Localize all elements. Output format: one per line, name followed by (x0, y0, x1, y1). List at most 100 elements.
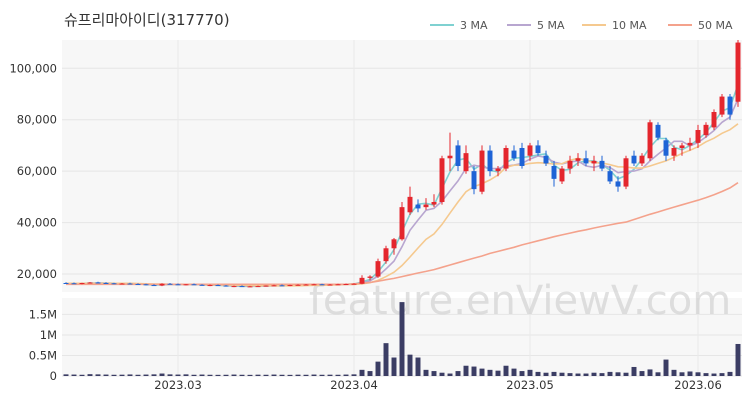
candle-body (647, 122, 653, 159)
candle-body (151, 285, 157, 287)
candle-body (287, 285, 293, 287)
volume-bar (575, 373, 581, 376)
volume-bar (463, 365, 469, 376)
volume-bar (447, 373, 453, 376)
candle-body (639, 155, 645, 164)
volume-bar (271, 374, 277, 376)
volume-bar (207, 374, 213, 376)
price-plot-background (62, 40, 742, 292)
volume-bar (655, 372, 661, 376)
candle-body (279, 285, 285, 287)
volume-bar (311, 374, 317, 376)
volume-bar (703, 373, 709, 376)
candle-body (207, 285, 213, 287)
volume-tick-label: 1.5M (29, 307, 57, 321)
y-tick-label: 60,000 (17, 164, 57, 178)
legend: 3 MA 5 MA 10 MA 50 MA (430, 19, 733, 32)
candle-body (167, 283, 173, 285)
legend-label: 50 MA (698, 19, 733, 32)
volume-bar (127, 374, 133, 376)
candle-body (735, 42, 741, 102)
volume-bar (135, 374, 141, 376)
candle-body (239, 286, 245, 288)
volume-bar (247, 374, 253, 376)
volume-bar (79, 374, 85, 376)
candle-body (247, 286, 253, 288)
volume-bar (607, 371, 613, 376)
volume-bar (175, 374, 181, 376)
volume-bar (671, 369, 677, 376)
candle-body (695, 130, 701, 143)
volume-bar (663, 359, 669, 376)
volume-bar (359, 369, 365, 376)
watermark-layer: feature.enViewV.com (309, 278, 731, 324)
candle-body (551, 166, 557, 179)
candle-body (199, 284, 205, 286)
candle-body (255, 286, 261, 288)
candle-body (367, 276, 373, 278)
candle-body (71, 283, 77, 285)
y-tick-label: 20,000 (17, 267, 57, 281)
y-tick-label: 100,000 (9, 61, 57, 75)
candle-body (519, 148, 525, 166)
volume-bar (431, 371, 437, 376)
volume-bar (727, 371, 733, 376)
volume-bar (487, 369, 493, 376)
volume-bar (527, 369, 533, 376)
x-tick-label: 2023.03 (154, 378, 202, 392)
volume-bar (159, 373, 165, 376)
axis-layer: 20,000 40,000 60,000 80,000 100,000 0 0.5M 1M 1.… (9, 61, 721, 392)
volume-bar (255, 374, 261, 376)
candle-body (615, 181, 621, 187)
volume-bar (239, 374, 245, 376)
candle-body (559, 168, 565, 182)
volume-bar (423, 369, 429, 376)
candle-body (575, 158, 581, 161)
candle-body (303, 284, 309, 286)
candle-body (327, 284, 333, 286)
candle-body (663, 140, 669, 156)
candle-body (95, 282, 101, 284)
candle-body (79, 283, 85, 284)
volume-bar (199, 374, 205, 376)
candle-body (391, 239, 397, 249)
candle-body (319, 284, 325, 286)
candle-body (495, 168, 501, 172)
volume-bar (615, 372, 621, 376)
candle-body (111, 283, 117, 285)
volume-bar (191, 374, 197, 376)
candle-body (583, 158, 589, 164)
volume-bar (639, 371, 645, 376)
candle-body (623, 158, 629, 187)
candle-body (183, 284, 189, 286)
volume-bar (519, 371, 525, 376)
volume-bar (567, 373, 573, 376)
volume-bar (95, 374, 101, 376)
volume-bar (151, 374, 157, 376)
volume-bar (319, 374, 325, 376)
candle-body (543, 155, 549, 164)
volume-bar (375, 361, 381, 376)
candle-body (135, 284, 141, 286)
candle-body (335, 284, 341, 286)
candle-body (479, 150, 485, 192)
candle-body (599, 160, 605, 169)
candle-body (511, 150, 517, 159)
volume-bar (695, 372, 701, 376)
volume-bar (407, 354, 413, 376)
candle-body (679, 145, 685, 148)
volume-bar (623, 372, 629, 376)
volume-bar (303, 374, 309, 376)
candle-body (423, 204, 429, 208)
candle-body (719, 96, 725, 115)
y-tick-label: 80,000 (17, 113, 57, 127)
volume-bar (215, 374, 221, 376)
candle-body (87, 282, 93, 284)
candle-body (295, 284, 301, 286)
volume-bar (439, 372, 445, 376)
candle-body (607, 171, 613, 182)
volume-bar (367, 371, 373, 376)
legend-label: 3 MA (460, 19, 488, 32)
volume-bar (543, 372, 549, 376)
